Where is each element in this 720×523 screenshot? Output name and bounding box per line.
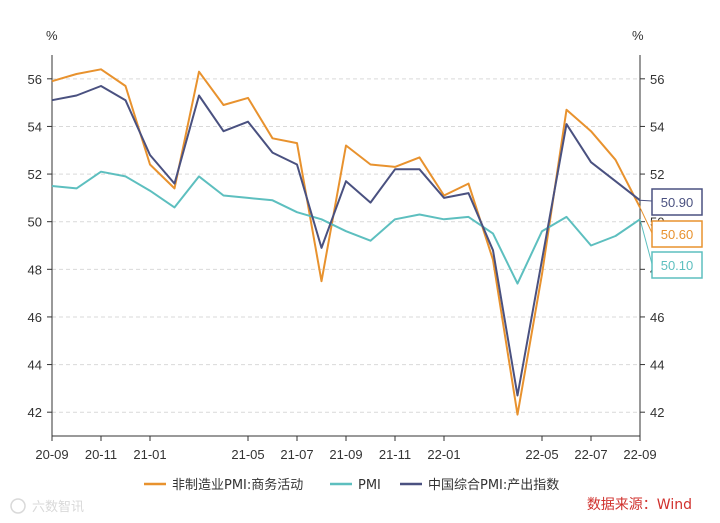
left-y-tick-label: 48: [28, 262, 42, 277]
right-y-tick-label: 52: [650, 167, 664, 182]
end-label-box: [651, 220, 703, 248]
series-line: [51, 170, 641, 285]
left-y-tick-label: 42: [28, 405, 42, 420]
left-y-tick-label: 46: [28, 310, 42, 325]
x-ticks: 20-09 20-11 21-01 21-05 21-07 21-09 21-11 22-01…: [35, 436, 657, 462]
legend-label: 中国综合PMI:产出指数: [428, 478, 559, 493]
left-y-tick-label: 50: [28, 215, 42, 230]
x-tick-label: 20-11: [85, 447, 117, 462]
legend: 非制造业PMI:商务活动 PMI 中国综合PMI:产出指数: [144, 477, 559, 493]
end-label-leader: [639, 199, 653, 202]
left-y-tick-label: 52: [28, 167, 42, 182]
right-y-tick-label: 42: [650, 405, 664, 420]
y-ticks: 42424444464648485050525254545656: [28, 72, 665, 420]
series-lines: [51, 68, 641, 416]
end-label-leader: [639, 207, 653, 234]
axes: % %: [46, 28, 644, 437]
right-y-tick-label: 44: [650, 358, 664, 373]
watermark-text: 六数智讯: [32, 500, 84, 515]
left-y-tick-label: 44: [28, 358, 42, 373]
x-tick-label: 21-05: [231, 447, 264, 462]
x-tick-label: 21-11: [379, 447, 411, 462]
left-y-unit-label: %: [46, 28, 58, 43]
data-source-label: 数据来源：Wind: [587, 497, 692, 513]
left-y-tick-label: 54: [28, 119, 42, 134]
x-tick-label: 22-05: [525, 447, 558, 462]
end-label-leader: [639, 219, 653, 265]
legend-label: PMI: [358, 478, 381, 493]
x-tick-label: 22-09: [623, 447, 656, 462]
grid-lines: [52, 78, 640, 413]
end-label-box: [651, 251, 703, 279]
right-y-unit-label: %: [632, 28, 644, 43]
series-line: [51, 85, 641, 397]
watermark: 六数智讯: [10, 498, 84, 515]
right-y-tick-label: 56: [650, 72, 664, 87]
right-y-tick-label: 46: [650, 310, 664, 325]
end-value-label: 50.90: [661, 195, 694, 210]
x-tick-label: 20-09: [35, 447, 68, 462]
x-tick-label: 21-07: [280, 447, 313, 462]
end-value-label: 50.10: [661, 258, 694, 273]
end-value-label: 50.60: [661, 227, 694, 242]
right-y-tick-label: 54: [650, 119, 664, 134]
left-y-tick-label: 56: [28, 72, 42, 87]
series-line: [51, 68, 641, 416]
end-label-box: [651, 188, 703, 216]
end-value-labels: 50.90 50.60 50.10: [639, 188, 703, 279]
x-tick-label: 21-01: [133, 447, 166, 462]
legend-label: 非制造业PMI:商务活动: [172, 477, 303, 493]
x-tick-label: 22-01: [427, 447, 460, 462]
x-tick-label: 21-09: [329, 447, 362, 462]
x-tick-label: 22-07: [574, 447, 607, 462]
watermark-logo-icon: [10, 498, 26, 514]
